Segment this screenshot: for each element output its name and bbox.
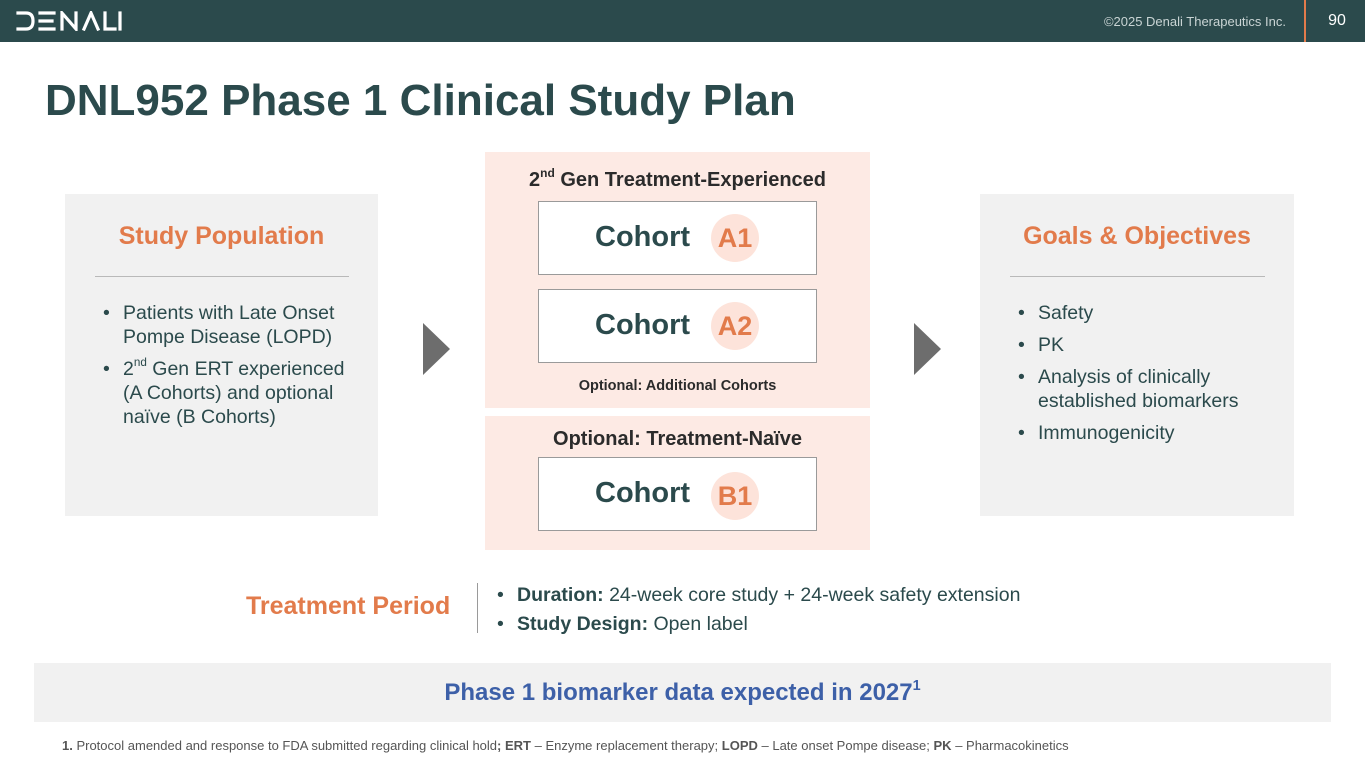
study-population-heading: Study Population: [118, 222, 325, 250]
list-item: Duration: 24-week core study + 24-week s…: [497, 581, 1020, 610]
goals-objectives-heading: Goals & Objectives: [1023, 222, 1251, 250]
list-item: PK: [1018, 333, 1264, 357]
cohort-a2-card: Cohort A2: [538, 289, 817, 363]
list-item: Patients with Late Onset Pompe Disease (…: [103, 301, 348, 349]
list-item: 2nd Gen ERT experienced (A Cohorts) and …: [103, 357, 348, 429]
goals-objectives-list: Safety PK Analysis of clinically establi…: [1018, 301, 1264, 453]
treatment-naive-panel: Optional: Treatment-Naïve Cohort B1: [485, 416, 870, 550]
cohort-a1-card: Cohort A1: [538, 201, 817, 275]
study-population-list: Patients with Late Onset Pompe Disease (…: [103, 301, 348, 437]
treatment-naive-heading: Optional: Treatment-Naïve: [553, 428, 802, 450]
footnote: 1. Protocol amended and response to FDA …: [62, 738, 1069, 753]
list-item: Study Design: Open label: [497, 610, 1020, 639]
right-arrow-icon: [914, 323, 941, 375]
page-number-divider: [1304, 0, 1306, 42]
top-bar: ©2025 Denali Therapeutics Inc. 90: [0, 0, 1365, 42]
cohort-label: Cohort: [595, 221, 691, 253]
treatment-period-label: Treatment Period: [246, 592, 451, 620]
list-item: Safety: [1018, 301, 1264, 325]
treatment-period-list: Duration: 24-week core study + 24-week s…: [497, 581, 1020, 639]
banner-text: Phase 1 biomarker data expected in 20271: [444, 677, 921, 706]
cohort-badge: B1: [711, 472, 759, 520]
list-item: Immunogenicity: [1018, 421, 1264, 445]
page-number: 90: [1328, 12, 1346, 29]
cohort-label: Cohort: [595, 309, 691, 341]
treatment-experienced-panel: 2nd Gen Treatment-Experienced Cohort A1 …: [485, 152, 870, 408]
treatment-period-divider: [477, 583, 478, 633]
slide-title: DNL952 Phase 1 Clinical Study Plan: [45, 76, 796, 125]
optional-cohorts-note: Optional: Additional Cohorts: [578, 378, 777, 394]
denali-logo: [16, 11, 122, 31]
cohort-b1-card: Cohort B1: [538, 457, 817, 531]
goals-objectives-box: Goals & Objectives Safety PK Analysis of…: [980, 194, 1294, 516]
study-population-box: Study Population Patients with Late Onse…: [65, 194, 378, 516]
biomarker-banner: Phase 1 biomarker data expected in 20271: [34, 663, 1331, 722]
goals-objectives-divider: [1010, 276, 1265, 277]
copyright-text: ©2025 Denali Therapeutics Inc.: [1103, 14, 1286, 29]
cohort-label: Cohort: [595, 477, 691, 509]
list-item: Analysis of clinically established bioma…: [1018, 365, 1264, 413]
right-arrow-icon: [423, 323, 450, 375]
treatment-experienced-heading: 2nd Gen Treatment-Experienced: [529, 166, 826, 191]
study-population-divider: [95, 276, 349, 277]
cohort-badge: A1: [711, 214, 759, 262]
cohort-badge: A2: [711, 302, 759, 350]
